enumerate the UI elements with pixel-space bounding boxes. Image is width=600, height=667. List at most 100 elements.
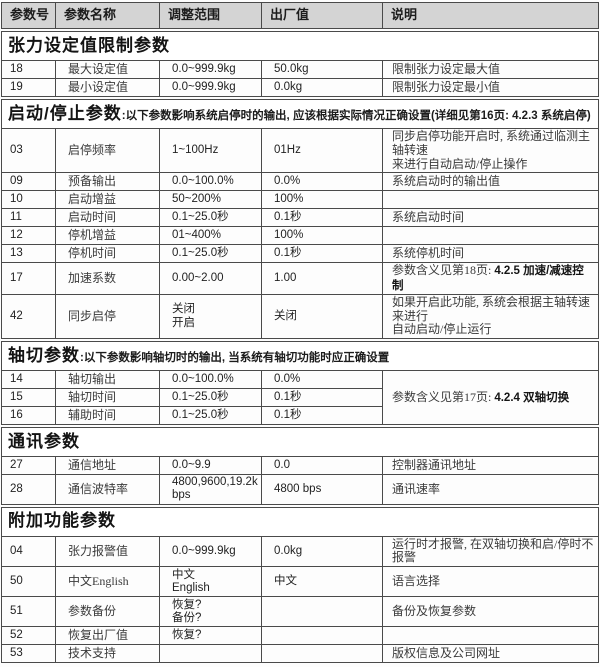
param-default: 0.1秒 (261, 406, 383, 426)
section-note: :以下参数影响系统启停时的输出, 应该根据实际情况正确设置(详细见第16页: 4… (121, 109, 591, 122)
section-communication: 通讯参数 27 通信地址 0.0~9.9 0.0 控制器通讯地址 28 通信波特… (1, 427, 599, 505)
table-row: 52 恢复出厂值 恢复? (1, 626, 599, 646)
column-header-range: 调整范围 (159, 2, 262, 29)
param-range: 0.1~25.0秒 (159, 388, 262, 408)
param-desc: 版权信息及公司网址 (382, 644, 599, 664)
param-id: 19 (1, 78, 56, 97)
section-title-row: 张力设定值限制参数 (1, 31, 599, 61)
param-id: 14 (1, 370, 56, 390)
param-desc: 语言选择 (382, 566, 599, 598)
param-default: 01Hz (261, 127, 383, 174)
column-header-param-name: 参数名称 (55, 2, 160, 29)
header-row: 参数号 参数名称 调整范围 出厂值 说明 (1, 2, 599, 29)
param-name: 同步启停 (55, 293, 160, 340)
param-id: 16 (1, 406, 56, 426)
param-name: 轴切输出 (55, 370, 160, 390)
param-id: 13 (1, 244, 56, 264)
param-desc: 系统启动时的输出值 (382, 172, 599, 192)
table-row: 10 启动增益 50~200% 100% (1, 190, 599, 210)
param-id: 42 (1, 293, 56, 340)
table-row: 12 停机增益 01~400% 100% (1, 226, 599, 246)
section-tension-limit: 张力设定值限制参数 18 最大设定值 0.0~999.9kg 50.0kg 限制… (1, 31, 599, 97)
param-id: 04 (1, 535, 56, 568)
param-name: 启停频率 (55, 127, 160, 174)
param-default: 中文 (261, 566, 383, 598)
param-default: 0.1秒 (261, 388, 383, 408)
param-id: 18 (1, 60, 56, 79)
param-id: 15 (1, 388, 56, 408)
section-additional-functions: 附加功能参数 04 张力报警值 0.0~999.9kg 0.0kg 运行时才报警… (1, 506, 599, 664)
param-range: 01~400% (159, 226, 262, 246)
param-default: 4800 bps (261, 474, 383, 505)
param-desc-merged: 参数含义见第17页: 4.2.4 双轴切换 (382, 370, 599, 426)
param-name: 启动时间 (55, 208, 160, 228)
param-id: 52 (1, 626, 56, 646)
column-header-description: 说明 (382, 2, 599, 29)
table-row: 42 同步启停 关闭 开启 关闭 如果开启此功能, 系统会根据主轴转速来进行 自… (1, 293, 599, 340)
param-desc-text: 参数含义见第17页: (392, 389, 495, 404)
param-name: 通信波特率 (55, 474, 160, 505)
param-id: 51 (1, 596, 56, 628)
section-start-stop: 启动/停止参数:以下参数影响系统启停时的输出, 应该根据实际情况正确设置(详细见… (1, 99, 599, 340)
param-desc-reference: 4.2.5 加速/减速控制 (392, 265, 584, 292)
param-desc: 限制张力设定最小值 (382, 78, 599, 97)
param-desc: 通讯速率 (382, 474, 599, 505)
param-default: 100% (261, 226, 383, 246)
param-desc: 系统停机时间 (382, 244, 599, 264)
param-desc: 控制器通讯地址 (382, 456, 599, 476)
param-range: 0.0~999.9kg (159, 60, 262, 79)
param-desc-reference: 4.2.4 双轴切换 (494, 391, 570, 404)
param-name: 停机时间 (55, 244, 160, 264)
param-range: 0.0~999.9kg (159, 535, 262, 568)
param-range: 1~100Hz (159, 127, 262, 174)
param-range: 4800,9600,19.2k bps (159, 474, 262, 505)
param-name: 辅助时间 (55, 406, 160, 426)
section-title: 启动/停止参数 (8, 103, 122, 123)
param-id: 17 (1, 262, 56, 295)
table-row: 17 加速系数 0.00~2.00 1.00 参数含义见第18页: 4.2.5 … (1, 262, 599, 295)
param-id: 09 (1, 172, 56, 192)
param-desc: 如果开启此功能, 系统会根据主轴转速来进行 自动启动/停止运行 (382, 293, 599, 340)
param-id: 27 (1, 456, 56, 476)
param-name: 技术支持 (55, 644, 160, 664)
param-range: 0.00~2.00 (159, 262, 262, 295)
param-name: 轴切时间 (55, 388, 160, 408)
param-range: 0.0~9.9 (159, 456, 262, 476)
table-row: 27 通信地址 0.0~9.9 0.0 控制器通讯地址 (1, 456, 599, 476)
section-title: 通讯参数 (8, 432, 80, 452)
param-default: 0.0 (261, 456, 383, 476)
table-row: 50 中文English 中文 English 中文 语言选择 (1, 566, 599, 598)
param-desc: 系统启动时间 (382, 208, 599, 228)
table-row: 03 启停频率 1~100Hz 01Hz 同步启停功能开启时, 系统通过临测主轴… (1, 127, 599, 174)
section-title-row: 通讯参数 (1, 427, 599, 458)
param-range: 0.0~100.0% (159, 370, 262, 390)
param-name: 恢复出厂值 (55, 626, 160, 646)
param-range: 50~200% (159, 190, 262, 210)
param-name: 通信地址 (55, 456, 160, 476)
table-row: 13 停机时间 0.1~25.0秒 0.1秒 系统停机时间 (1, 244, 599, 264)
table-row: 04 张力报警值 0.0~999.9kg 0.0kg 运行时才报警, 在双轴切换… (1, 535, 599, 568)
param-desc: 备份及恢复参数 (382, 596, 599, 628)
param-desc: 参数含义见第18页: 4.2.5 加速/减速控制 (382, 262, 599, 295)
param-name: 启动增益 (55, 190, 160, 210)
table-row: 28 通信波特率 4800,9600,19.2k bps 4800 bps 通讯… (1, 474, 599, 505)
param-id: 50 (1, 566, 56, 598)
param-name: 参数备份 (55, 596, 160, 628)
param-default: 100% (261, 190, 383, 210)
param-desc: 运行时才报警, 在双轴切换和启/停时不报警 (382, 535, 599, 568)
column-header-param-no: 参数号 (1, 2, 56, 29)
column-header-default: 出厂值 (261, 2, 383, 29)
table-row: 18 最大设定值 0.0~999.9kg 50.0kg 限制张力设定最大值 (1, 60, 599, 79)
section-title: 张力设定值限制参数 (8, 35, 170, 55)
param-range: 恢复? 备份? (159, 596, 262, 628)
param-desc (382, 226, 599, 246)
param-default: 0.0% (261, 172, 383, 192)
param-name: 预备输出 (55, 172, 160, 192)
param-range: 0.0~999.9kg (159, 78, 262, 97)
section-title: 附加功能参数 (8, 511, 116, 531)
param-desc-text: 参数含义见第18页: (392, 263, 495, 278)
param-default: 0.0% (261, 370, 383, 390)
section-title-row: 启动/停止参数:以下参数影响系统启停时的输出, 应该根据实际情况正确设置(详细见… (1, 99, 599, 129)
section-title-row: 附加功能参数 (1, 506, 599, 537)
